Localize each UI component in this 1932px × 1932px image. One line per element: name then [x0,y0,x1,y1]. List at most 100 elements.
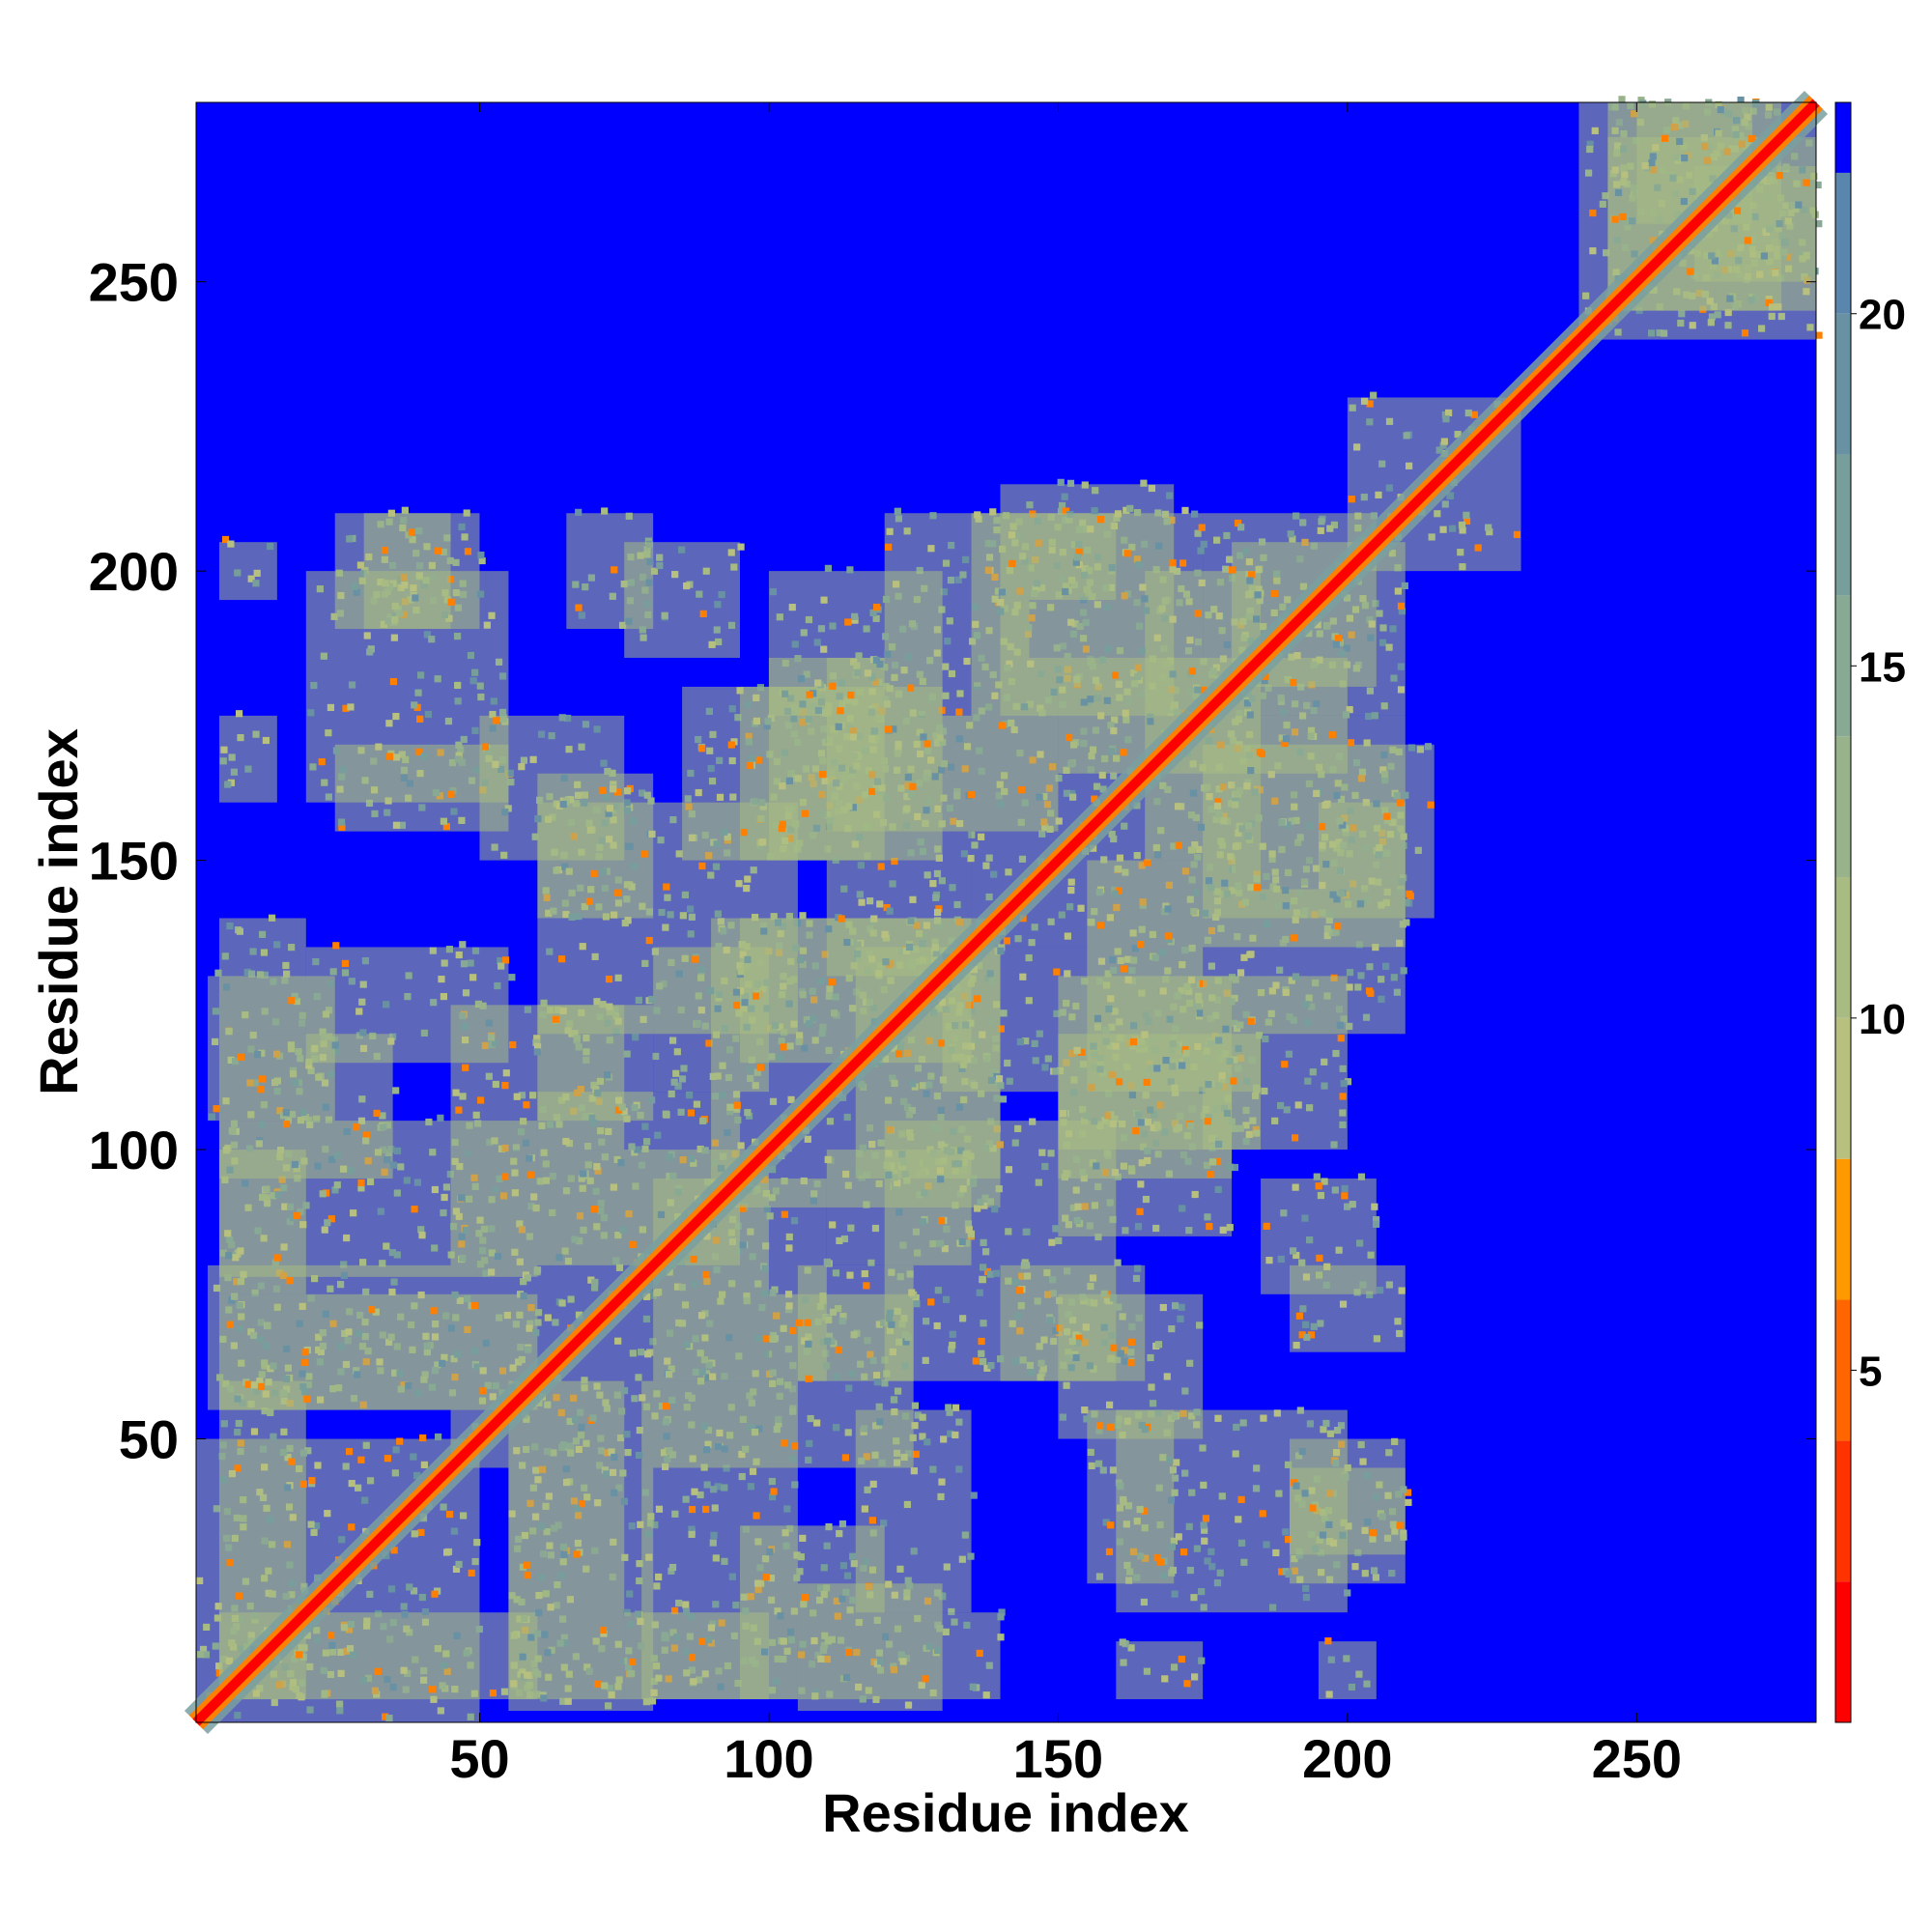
contact-cell [1181,1469,1189,1477]
contact-cell [501,1081,509,1090]
contact-cell [1117,1482,1124,1491]
contact-cell [1036,1030,1043,1037]
contact-cell [974,511,981,519]
contact-cell [1317,1191,1325,1200]
contact-cell [972,620,980,628]
contact-cell [769,1166,777,1174]
contact-cell [630,863,638,870]
contact-cell [679,912,687,920]
contact-cell [1190,907,1198,916]
contact-cell [299,1108,307,1116]
contact-cell [1242,1106,1250,1115]
contact-cell [1454,431,1462,439]
contact-cell [1087,1283,1094,1291]
contact-cell [871,1451,879,1459]
contact-cell [904,773,912,781]
contact-cell [228,1469,237,1478]
contact-cell [447,790,455,798]
contact-cell [1301,1490,1309,1497]
contact-cell [1293,652,1301,660]
contact-cell [430,999,438,1007]
contact-cell [1281,739,1289,748]
contact-cell [712,1554,720,1562]
contact-cell [753,980,762,988]
contact-cell [439,1359,446,1367]
contact-cell [829,682,837,690]
contact-cell [1190,1594,1198,1602]
contact-cell [307,709,315,717]
contact-cell [1186,637,1194,644]
contact-cell [1161,1675,1169,1683]
contact-cell [773,1678,781,1686]
contact-cell [307,1520,315,1528]
contact-cell [306,1706,314,1714]
contact-cell [225,1657,233,1664]
contact-cell [933,869,942,878]
contact-cell [601,819,609,827]
contact-cell [1135,561,1143,569]
contact-cell [346,535,354,543]
contact-cell [1107,1423,1115,1431]
contact-cell [541,1631,549,1638]
contact-cell [1133,802,1141,810]
contact-cell [1230,1077,1237,1085]
contact-cell [806,691,813,698]
contact-cell [299,1449,308,1457]
contact-cell [1247,571,1256,579]
contact-cell [510,1680,518,1688]
contact-cell [799,912,807,920]
contact-cell [1388,1570,1396,1577]
contact-cell [1047,604,1055,611]
contact-cell [455,1560,463,1569]
contact-cell [721,1484,728,1492]
contact-cell [664,1357,671,1365]
contact-cell [1405,462,1413,469]
contact-cell [741,999,749,1007]
contact-cell [325,729,332,737]
contact-cell [687,1109,695,1117]
contact-patch [1318,802,1406,890]
contact-cell [389,1683,397,1691]
contact-cell [1125,1568,1134,1576]
contact-cell [733,1101,741,1109]
contact-cell [784,811,792,820]
contact-cell [371,810,379,817]
contact-cell [229,1127,237,1135]
contact-cell [262,736,270,745]
contact-cell [508,974,516,981]
contact-cell [947,576,955,584]
contact-cell [682,1495,690,1503]
contact-cell [1140,1598,1149,1606]
contact-cell [1263,1222,1270,1231]
contact-cell [243,968,251,976]
contact-cell [511,1189,519,1197]
contact-cell [763,723,771,730]
contact-cell [713,1265,721,1274]
contact-cell [1236,1021,1244,1029]
contact-cell [813,639,821,646]
contact-cell [1099,1466,1107,1474]
contact-cell [845,1384,853,1392]
contact-cell [625,1663,633,1671]
contact-cell [1333,895,1341,903]
contact-cell [1126,504,1134,512]
contact-cell [620,1657,628,1664]
contact-cell [1348,496,1355,503]
contact-cell [1316,1254,1323,1263]
contact-cell [1240,953,1248,961]
contact-cell [1202,1515,1209,1522]
contact-cell [997,947,1005,954]
contact-cell [481,743,490,751]
contact-cell [734,1679,742,1688]
contact-cell [884,1096,893,1104]
contact-cell [1087,696,1094,703]
contact-cell [1216,1569,1224,1577]
contact-cell [547,1007,554,1014]
contact-cell [332,747,341,754]
contact-cell [856,834,864,841]
contact-cell [447,598,455,606]
contact-cell [744,875,752,883]
contact-cell [791,1442,799,1450]
contact-cell [937,766,946,774]
contact-cell [377,1208,384,1215]
